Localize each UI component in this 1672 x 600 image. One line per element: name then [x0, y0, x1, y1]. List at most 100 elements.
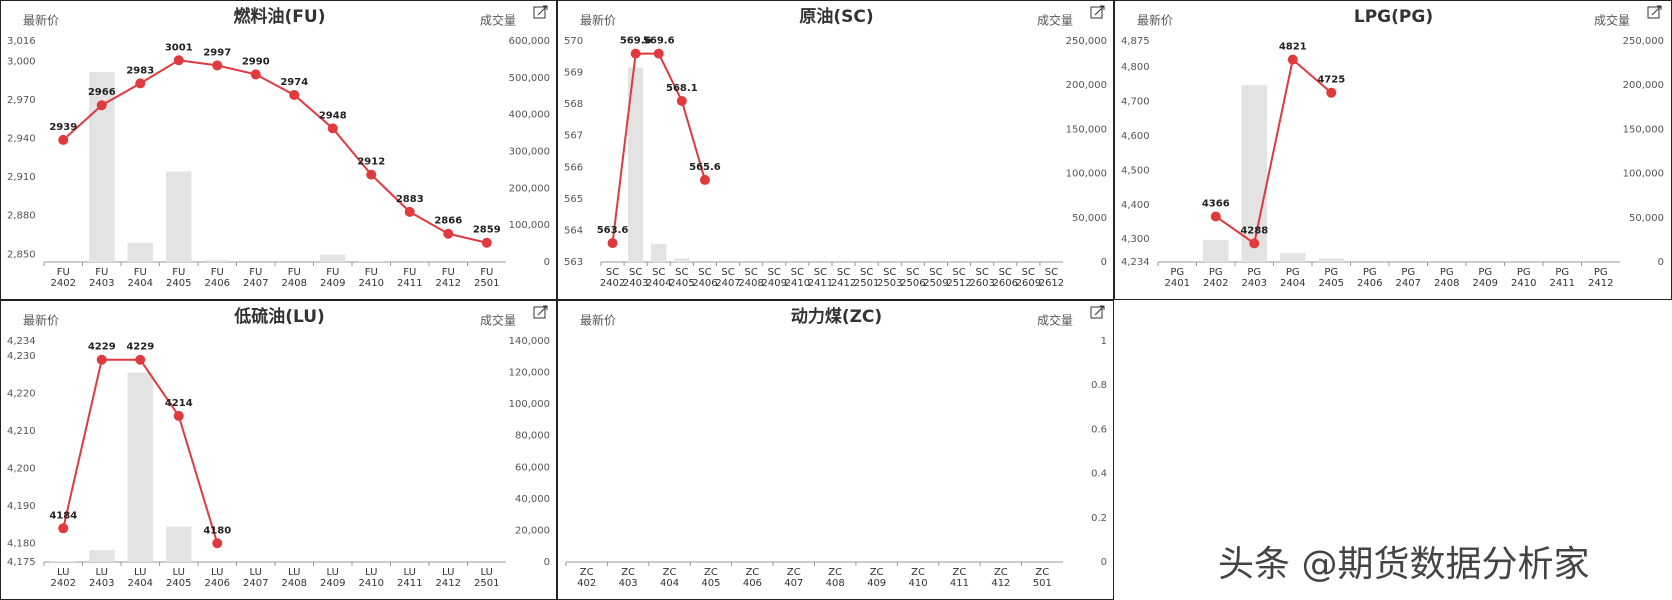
expand-icon[interactable]	[533, 306, 546, 319]
y2-tick-label: 140,000	[509, 336, 550, 347]
x-tick-label: PG 2412	[1588, 267, 1614, 289]
y-tick-label: 4,220	[7, 388, 36, 399]
data-label: 2997	[203, 47, 231, 58]
x-tick-label: LU 2411	[397, 567, 423, 589]
data-label: 4229	[88, 342, 116, 353]
watermark: 头条 @期货数据分析家	[1218, 544, 1590, 585]
x-tick-label: LU 2408	[281, 567, 307, 589]
expand-icon[interactable]	[1647, 6, 1660, 19]
x-tick-label: LU 2407	[243, 567, 269, 589]
price-point	[1210, 211, 1221, 222]
x-tick-label: FU 2403	[89, 267, 115, 289]
price-line	[1215, 57, 1332, 246]
chart: 原油(SC) 最新价 成交量 563 564 565 566 567 568 569 570 0 50,…	[564, 5, 1107, 268]
price-point	[481, 237, 492, 248]
chart-panel: 燃料油(FU) 最新价 成交量 2,850 2,880 2,910 2,940 2,970 3,…	[0, 0, 557, 300]
x-tick-label: SC 2407	[715, 267, 741, 289]
y2-axis-label: 成交量	[1037, 313, 1073, 328]
x-tick-label: ZC 406	[742, 567, 762, 589]
price-point	[58, 523, 69, 534]
y-tick-label: 4,234	[7, 336, 36, 347]
x-tick-label: ZC 410	[908, 567, 928, 589]
data-label: 4184	[49, 510, 77, 521]
price-point	[250, 69, 261, 80]
price-point	[676, 95, 687, 106]
expand-icon[interactable]	[1090, 306, 1103, 319]
y2-tick-label: 200,000	[509, 183, 550, 194]
y-tick-label: 2,970	[7, 95, 36, 106]
x-tick-label: ZC 402	[577, 567, 597, 589]
data-label: 4180	[203, 525, 231, 536]
y-tick-label: 570	[564, 36, 583, 47]
x-tick-label: PG 2401	[1164, 267, 1190, 289]
volume-bar	[1241, 85, 1267, 262]
chart: 低硫油(LU) 最新价 成交量 4,175 4,180 4,190 4,200 4,210 4,…	[7, 305, 550, 568]
chart-title: 燃料油(FU)	[234, 6, 326, 27]
data-label: 2983	[126, 65, 154, 76]
y2-axis-label: 成交量	[1037, 13, 1073, 28]
data-label: 2912	[357, 157, 385, 168]
y2-tick-label: 0	[1101, 257, 1107, 268]
data-label: 565.6	[689, 162, 721, 173]
y-tick-label: 4,500	[1121, 165, 1150, 176]
y-axis-label: 最新价	[1137, 13, 1173, 28]
y2-tick-label: 100,000	[1623, 169, 1664, 180]
price-point	[173, 55, 184, 66]
y-tick-label: 4,190	[7, 501, 36, 512]
volume-bar	[127, 372, 153, 562]
x-tick-label: SC 2506	[900, 267, 926, 289]
expand-icon[interactable]	[533, 6, 546, 19]
x-tick-label: ZC 412	[991, 567, 1011, 589]
volume-bar	[166, 526, 192, 562]
y-tick-label: 568	[564, 99, 583, 110]
y-tick-label: 4,230	[7, 351, 36, 362]
x-tick-label: FU 2406	[204, 267, 230, 289]
data-label: 563.6	[597, 225, 629, 236]
y-tick-label: 567	[564, 131, 583, 142]
x-tick-label: SC 2509	[923, 267, 949, 289]
price-point	[404, 206, 415, 217]
data-label: 2866	[434, 216, 462, 227]
expand-arrow	[1094, 5, 1105, 16]
x-tick-label: ZC 409	[867, 567, 887, 589]
price-point	[289, 89, 300, 100]
x-tick-label: PG 2407	[1395, 267, 1421, 289]
x-tick-label: PG 2408	[1434, 267, 1460, 289]
chart: LPG(PG) 最新价 成交量 4,234 4,300 4,400 4,500 4,600 4,…	[1121, 5, 1664, 268]
y-tick-label: 4,700	[1121, 96, 1150, 107]
y2-tick-label: 120,000	[509, 368, 550, 379]
chart-panel: 动力煤(ZC) 最新价 成交量 0 0.2 0.4 0.6 0.8 1 ZC 402 ZC 403 Z…	[557, 300, 1114, 600]
x-tick-label: FU 2412	[435, 267, 461, 289]
x-tick-label: SC 2402	[599, 267, 626, 289]
y-tick-label: 2,850	[7, 249, 36, 260]
y-tick-label: 4,600	[1121, 131, 1150, 142]
y-axis-label: 最新价	[580, 13, 616, 28]
price-point	[1287, 54, 1298, 65]
y2-tick-label: 200,000	[1623, 80, 1664, 91]
y2-axis-label: 成交量	[480, 313, 516, 328]
chart-title: LPG(PG)	[1354, 7, 1433, 27]
chart-title: 低硫油(LU)	[233, 306, 325, 327]
volume-bar	[1318, 258, 1344, 262]
volume-bar	[358, 260, 384, 262]
x-tick-label: PG 2406	[1357, 267, 1383, 289]
y-tick-label: 3,000	[7, 57, 36, 68]
y-tick-label: 2,880	[7, 211, 36, 222]
x-tick-label: SC 2411	[807, 267, 834, 289]
chart-panel: LPG(PG) 最新价 成交量 4,234 4,300 4,400 4,500 4,600 4,…	[1114, 0, 1672, 300]
x-tick-label: FU 2501	[474, 267, 500, 289]
data-label: 2939	[49, 122, 77, 133]
y2-tick-label: 0	[544, 557, 550, 568]
x-tick-label: LU 2409	[320, 567, 346, 589]
y-tick-label: 4,200	[7, 463, 36, 474]
y-tick-label: 4,875	[1121, 36, 1150, 47]
data-label: 4366	[1202, 198, 1230, 209]
y2-tick-label: 400,000	[509, 110, 550, 121]
expand-icon[interactable]	[1090, 6, 1103, 19]
volume-bar	[674, 258, 690, 262]
y2-tick-label: 250,000	[1623, 36, 1664, 47]
data-label: 4214	[165, 398, 193, 409]
x-tick-label: SC 2410	[784, 267, 811, 289]
x-tick-label: SC 2406	[692, 267, 718, 289]
chart-panel: 低硫油(LU) 最新价 成交量 4,175 4,180 4,190 4,200 4,210 4,…	[0, 300, 557, 600]
